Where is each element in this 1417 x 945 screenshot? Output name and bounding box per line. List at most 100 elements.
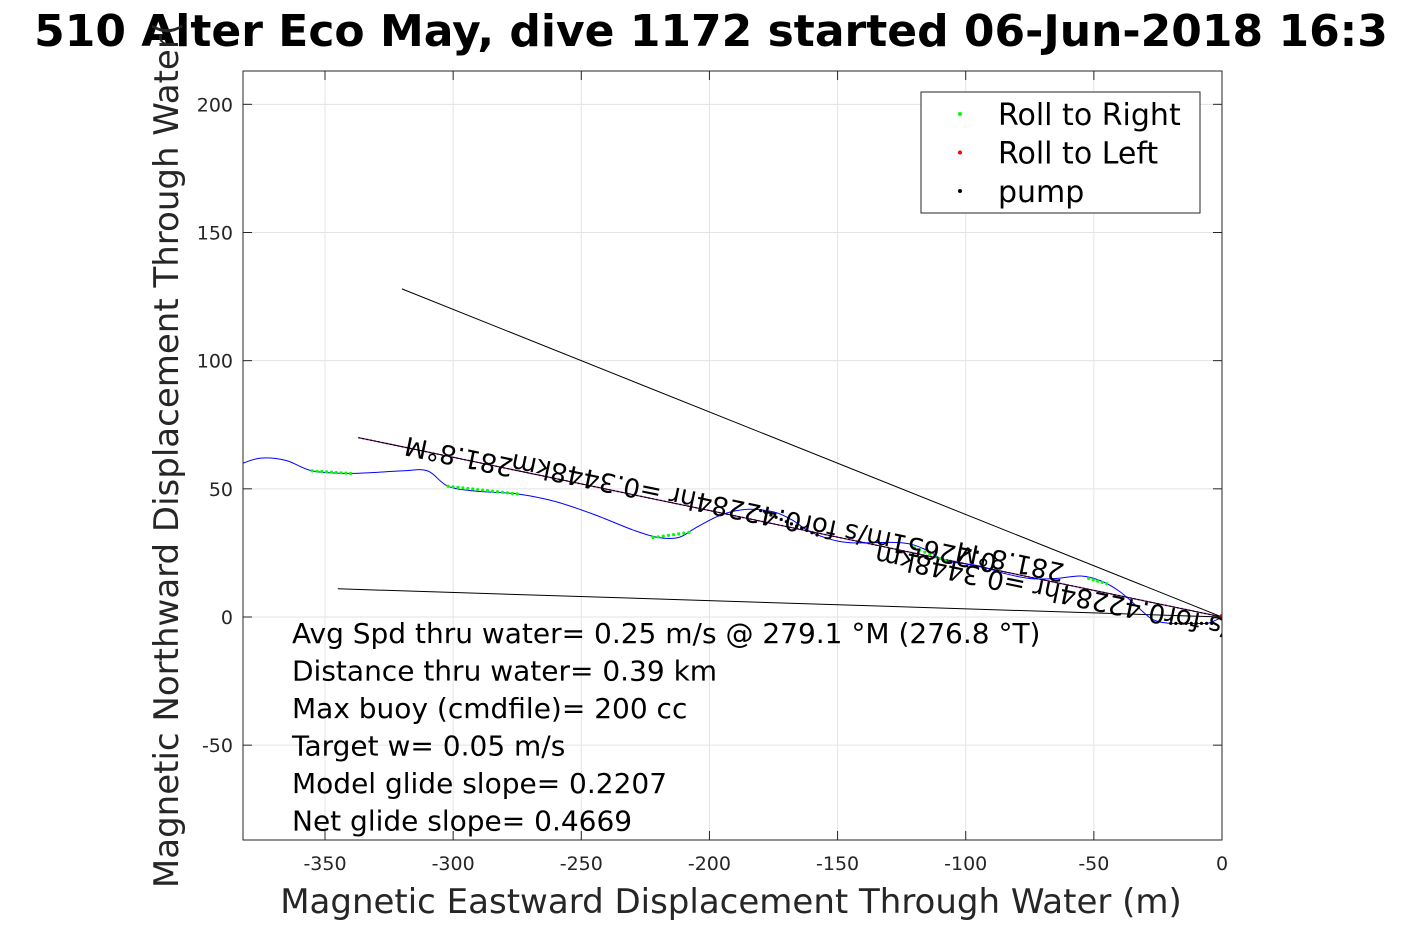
roll-right-point — [334, 470, 338, 475]
y-axis-ticks: -50 0 50 100 150 200 — [197, 94, 1222, 757]
legend-label: pump — [998, 175, 1084, 210]
pump-point — [764, 511, 768, 515]
plot-area: 281.8°M 0.22651m/s for0.42284hr =0.3448km… — [243, 288, 1363, 670]
upper-bound-line — [401, 288, 1222, 618]
legend-marker — [958, 189, 962, 193]
y-tick-label: 0 — [221, 607, 233, 629]
roll-right-point — [938, 556, 942, 561]
x-axis-ticks: -350 -300 -250 -200 -150 -100 -50 0 — [303, 71, 1228, 875]
pump-point — [1210, 621, 1214, 625]
roll-right-point — [451, 485, 455, 489]
roll-right-point — [446, 484, 450, 488]
pump-point — [815, 533, 819, 537]
y-axis-label: Magnetic Northward Displacement Through … — [147, 22, 187, 888]
info-text-block: Avg Spd thru water= 0.25 m/s @ 279.1 °M … — [291, 617, 1040, 838]
heading-annotation: 0.22651m/s for0.42284hr =0.3448km — [872, 539, 1363, 670]
roll-right-point — [943, 558, 947, 563]
roll-right-point — [339, 471, 343, 475]
pump-point — [759, 509, 763, 513]
info-line: Max buoy (cmdfile)= 200 cc — [292, 692, 687, 725]
roll-right-point — [495, 490, 500, 494]
roll-right-point — [320, 469, 324, 474]
y-tick-label: 200 — [197, 94, 233, 116]
chart-title: 510 Alter Eco May, dive 1172 started 06-… — [34, 6, 1388, 57]
pump-point — [1174, 621, 1178, 625]
roll-right-point — [325, 470, 329, 474]
y-tick-label: 100 — [197, 351, 233, 373]
pump-point — [1189, 621, 1193, 625]
roll-right-point — [461, 486, 465, 490]
roll-right-point — [656, 535, 660, 539]
plot-frame — [242, 70, 1223, 841]
x-tick-label: -100 — [944, 853, 987, 875]
roll-right-point — [651, 535, 655, 540]
glider-track-line — [243, 457, 1222, 625]
roll-right-point — [923, 550, 927, 554]
roll-right-point — [515, 492, 519, 496]
pump-point — [800, 526, 804, 530]
pump-point — [779, 517, 783, 522]
info-line: Target w= 0.05 m/s — [291, 730, 565, 763]
roll-right-point — [666, 533, 671, 537]
roll-right-point — [310, 469, 314, 473]
heading-base-line — [358, 437, 1222, 618]
roll-right-point — [682, 531, 686, 535]
roll-right-point — [1105, 582, 1109, 586]
pump-point — [1179, 621, 1183, 625]
roll-right-point — [917, 548, 922, 552]
roll-right-point — [344, 471, 348, 475]
roll-right-point — [481, 488, 485, 492]
legend-label: Roll to Left — [998, 137, 1158, 172]
roll-right-point — [329, 470, 334, 474]
y-tick-label: 150 — [197, 222, 233, 244]
info-line: Net glide slope= 0.4669 — [292, 805, 632, 838]
pump-point — [1184, 621, 1188, 625]
roll-right-point — [661, 534, 665, 538]
roll-right-point — [677, 532, 681, 536]
legend-marker — [958, 150, 962, 155]
roll-right-point — [476, 487, 480, 492]
legend-box — [920, 91, 1201, 214]
legend-label: Roll to Right — [998, 98, 1181, 133]
x-tick-label: -200 — [688, 853, 731, 875]
info-line: Avg Spd thru water= 0.25 m/s @ 279.1 °M … — [292, 617, 1040, 650]
heading-annotation: 281.8°M — [402, 430, 516, 482]
y-tick-label: -50 — [202, 735, 233, 757]
pump-point — [805, 528, 809, 533]
pump-point — [784, 520, 788, 524]
roll-right-point — [456, 485, 460, 489]
roll-right-point — [1087, 576, 1091, 581]
info-line: Distance thru water= 0.39 km — [292, 655, 717, 688]
roll-right-point — [471, 487, 475, 491]
roll-right-point — [510, 491, 514, 496]
pump-point — [794, 524, 799, 528]
pump-point — [1194, 621, 1198, 625]
roll-right-point — [928, 552, 932, 556]
roll-right-point — [349, 471, 353, 476]
pump-point — [789, 522, 794, 526]
lower-bound-line — [337, 588, 1222, 618]
info-line: Model glide slope= 0.2207 — [292, 767, 667, 800]
x-tick-label: -350 — [303, 853, 346, 875]
roll-right-point — [315, 469, 319, 473]
pump-point — [774, 515, 778, 519]
x-tick-label: -150 — [816, 853, 859, 875]
roll-right-point — [485, 489, 490, 493]
pump-point — [810, 531, 814, 535]
roll-right-point — [1091, 578, 1095, 582]
roll-right-point — [687, 530, 691, 535]
y-tick-label: 50 — [209, 479, 233, 501]
x-axis-label: Magnetic Eastward Displacement Through W… — [280, 882, 1182, 922]
legend-marker — [958, 112, 962, 116]
pump-point — [769, 513, 773, 517]
roll-right-point — [1096, 579, 1100, 583]
roll-right-point — [500, 490, 504, 494]
roll-right-point — [933, 554, 937, 558]
roll-right-point — [1100, 580, 1104, 584]
roll-right-point — [466, 486, 470, 491]
x-tick-label: -250 — [560, 853, 603, 875]
pump-point — [1169, 621, 1173, 625]
x-tick-label: -300 — [432, 853, 475, 875]
roll-right-point — [671, 532, 676, 537]
